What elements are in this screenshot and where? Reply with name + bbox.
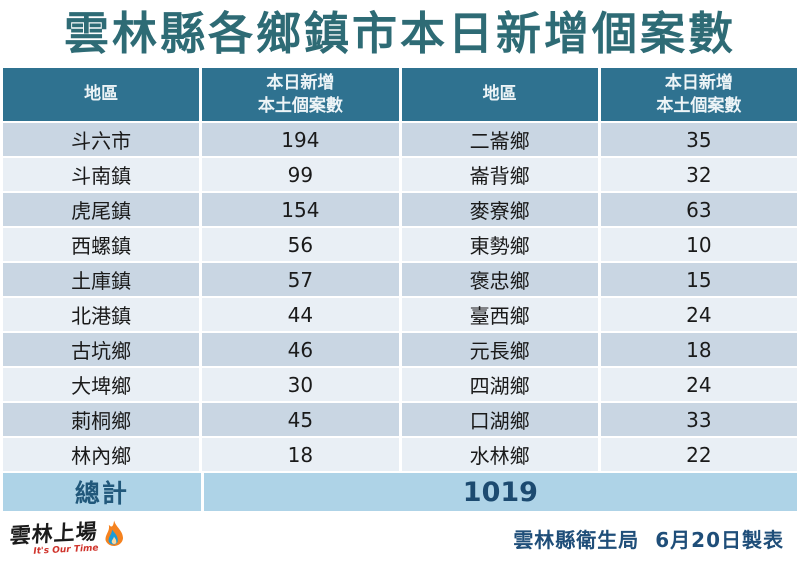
yunlin-logo: 雲林上場 It's Our Time — [9, 519, 127, 557]
value-cell: 46 — [202, 333, 399, 366]
value-cell: 15 — [600, 263, 797, 296]
table-row: 莿桐鄉 45 口湖鄉 33 — [3, 403, 797, 436]
table-row: 古坑鄉 46 元長鄉 18 — [3, 333, 797, 366]
table-row: 斗南鎮 99 崙背鄉 32 — [3, 158, 797, 191]
value-cell: 30 — [202, 368, 399, 401]
area-cell: 虎尾鎮 — [3, 193, 200, 226]
area-cell: 莿桐鄉 — [3, 403, 200, 436]
header-area-left: 地區 — [3, 68, 200, 121]
area-cell: 斗南鎮 — [3, 158, 200, 191]
table-row: 北港鎮 44 臺西鄉 24 — [3, 298, 797, 331]
value-cell: 45 — [202, 403, 399, 436]
area-cell: 林內鄉 — [3, 438, 200, 471]
total-value: 1019 — [462, 476, 538, 508]
area-cell: 東勢鄉 — [401, 228, 598, 261]
credit-text: 雲林縣衛生局 6月20日製表 — [513, 528, 784, 552]
value-cell: 10 — [600, 228, 797, 261]
area-cell: 北港鎮 — [3, 298, 200, 331]
header-cases-right: 本日新增 本土個案數 — [600, 68, 797, 121]
area-cell: 口湖鄉 — [401, 403, 598, 436]
table-row: 土庫鎮 57 褒忠鄉 15 — [3, 263, 797, 296]
logo-text: 雲林上場 — [9, 518, 99, 548]
area-cell: 崙背鄉 — [401, 158, 598, 191]
value-cell: 154 — [202, 193, 399, 226]
value-cell: 18 — [202, 438, 399, 471]
area-cell: 土庫鎮 — [3, 263, 200, 296]
area-cell: 西螺鎮 — [3, 228, 200, 261]
value-cell: 22 — [600, 438, 797, 471]
header-area-right: 地區 — [401, 68, 598, 121]
value-cell: 194 — [202, 123, 399, 156]
table-row: 虎尾鎮 154 麥寮鄉 63 — [3, 193, 797, 226]
logo-text-block: 雲林上場 It's Our Time — [9, 518, 99, 558]
total-label: 總計 — [74, 479, 129, 508]
value-cell: 35 — [600, 123, 797, 156]
flame-icon — [105, 520, 124, 546]
value-cell: 56 — [202, 228, 399, 261]
area-cell: 元長鄉 — [401, 333, 598, 366]
area-cell: 大埤鄉 — [3, 368, 200, 401]
value-cell: 57 — [202, 263, 399, 296]
table-row: 林內鄉 18 水林鄉 22 — [3, 438, 797, 471]
total-row: 總計 1019 — [3, 473, 797, 511]
area-cell: 褒忠鄉 — [401, 263, 598, 296]
total-value-cell: 1019 — [203, 473, 797, 511]
table-row: 大埤鄉 30 四湖鄉 24 — [3, 368, 797, 401]
value-cell: 24 — [600, 368, 797, 401]
value-cell: 32 — [600, 158, 797, 191]
area-cell: 水林鄉 — [401, 438, 598, 471]
area-cell: 臺西鄉 — [401, 298, 598, 331]
area-cell: 四湖鄉 — [401, 368, 598, 401]
cases-table: 地區 本日新增 本土個案數 地區 本日新增 本土個案數 斗六市 194 二崙鄉 … — [3, 68, 797, 511]
header-cases-left: 本日新增 本土個案數 — [202, 68, 399, 121]
value-cell: 44 — [202, 298, 399, 331]
page-title: 雲林縣各鄉鎮市本日新增個案數 — [63, 7, 736, 60]
footer: 雲林上場 It's Our Time 雲林縣衛生局 6月20日製表 — [0, 512, 800, 565]
table-body: 斗六市 194 二崙鄉 35 斗南鎮 99 崙背鄉 32 虎尾鎮 154 麥寮鄉… — [3, 123, 797, 471]
table-row: 西螺鎮 56 東勢鄉 10 — [3, 228, 797, 261]
area-cell: 二崙鄉 — [401, 123, 598, 156]
table-header-row: 地區 本日新增 本土個案數 地區 本日新增 本土個案數 — [3, 68, 797, 121]
value-cell: 63 — [600, 193, 797, 226]
value-cell: 99 — [202, 158, 399, 191]
value-cell: 24 — [600, 298, 797, 331]
area-cell: 斗六市 — [3, 123, 200, 156]
value-cell: 18 — [600, 333, 797, 366]
value-cell: 33 — [600, 403, 797, 436]
total-label-cell: 總計 — [3, 473, 201, 511]
area-cell: 麥寮鄉 — [401, 193, 598, 226]
table-row: 斗六市 194 二崙鄉 35 — [3, 123, 797, 156]
area-cell: 古坑鄉 — [3, 333, 200, 366]
